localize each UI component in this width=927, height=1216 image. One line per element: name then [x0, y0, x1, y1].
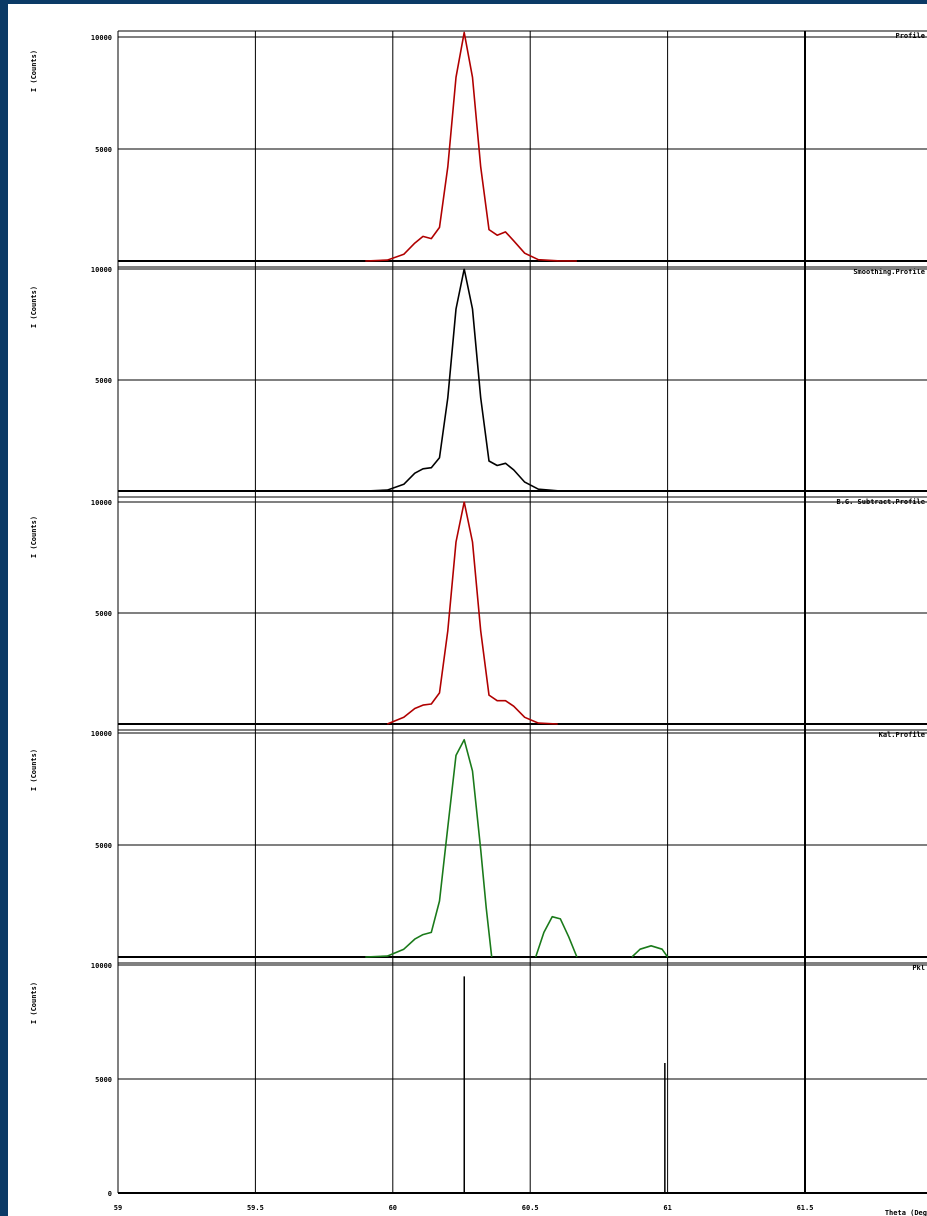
series-line-3-2	[631, 944, 669, 958]
y-tick-label-1-0: 5000	[95, 377, 112, 385]
panel-title-4: Pkl	[912, 964, 925, 972]
y-axis-label-4: I (Counts)	[30, 982, 38, 1024]
panel-title-2: B.G. Subtract.Profile	[836, 498, 925, 506]
y-axis-label-3: I (Counts)	[30, 749, 38, 791]
x-axis-label: Theta (Deg	[885, 1209, 927, 1216]
y-axis-label-1: I (Counts)	[30, 286, 38, 328]
series-line-3-0	[365, 738, 493, 958]
x-tick-label-2: 60	[389, 1204, 397, 1212]
y-tick-label-3-1: 10000	[91, 730, 112, 738]
panel-title-1: Smoothing.Profile	[853, 268, 925, 276]
y-tick-label-0-1: 10000	[91, 34, 112, 42]
panel-title-0: Profile	[895, 32, 925, 40]
plot-panel: 5000 10000 I (Counts) Profile 5000 10000 I (Co…	[8, 4, 927, 1216]
series-line-2-0	[386, 501, 558, 725]
y-tick-label-2-0: 5000	[95, 610, 112, 618]
profile-chart: 5000 10000 I (Counts) Profile 5000 10000 I (Co…	[30, 30, 927, 1216]
panel-title-3: Kal.Profile	[879, 731, 925, 739]
series-line-3-1	[534, 915, 578, 958]
x-tick-label-3: 60.5	[522, 1204, 539, 1212]
y-tick-label-4-2: 10000	[91, 962, 112, 970]
x-tick-label-4: 61	[663, 1204, 671, 1212]
y-tick-label-4-1: 5000	[95, 1076, 112, 1084]
y-tick-label-1-1: 10000	[91, 266, 112, 274]
y-axis-label-2: I (Counts)	[30, 516, 38, 558]
x-tick-label-0: 59	[114, 1204, 122, 1212]
y-axis-label-0: I (Counts)	[30, 50, 38, 92]
y-tick-label-0-0: 5000	[95, 146, 112, 154]
y-tick-label-2-1: 10000	[91, 499, 112, 507]
y-tick-label-4-0: 0	[108, 1190, 112, 1198]
y-tick-label-3-0: 5000	[95, 842, 112, 850]
series-line-0-0	[365, 31, 577, 262]
series-line-1-0	[365, 268, 586, 492]
x-tick-label-5: 61.5	[797, 1204, 814, 1212]
x-tick-label-1: 59.5	[247, 1204, 264, 1212]
